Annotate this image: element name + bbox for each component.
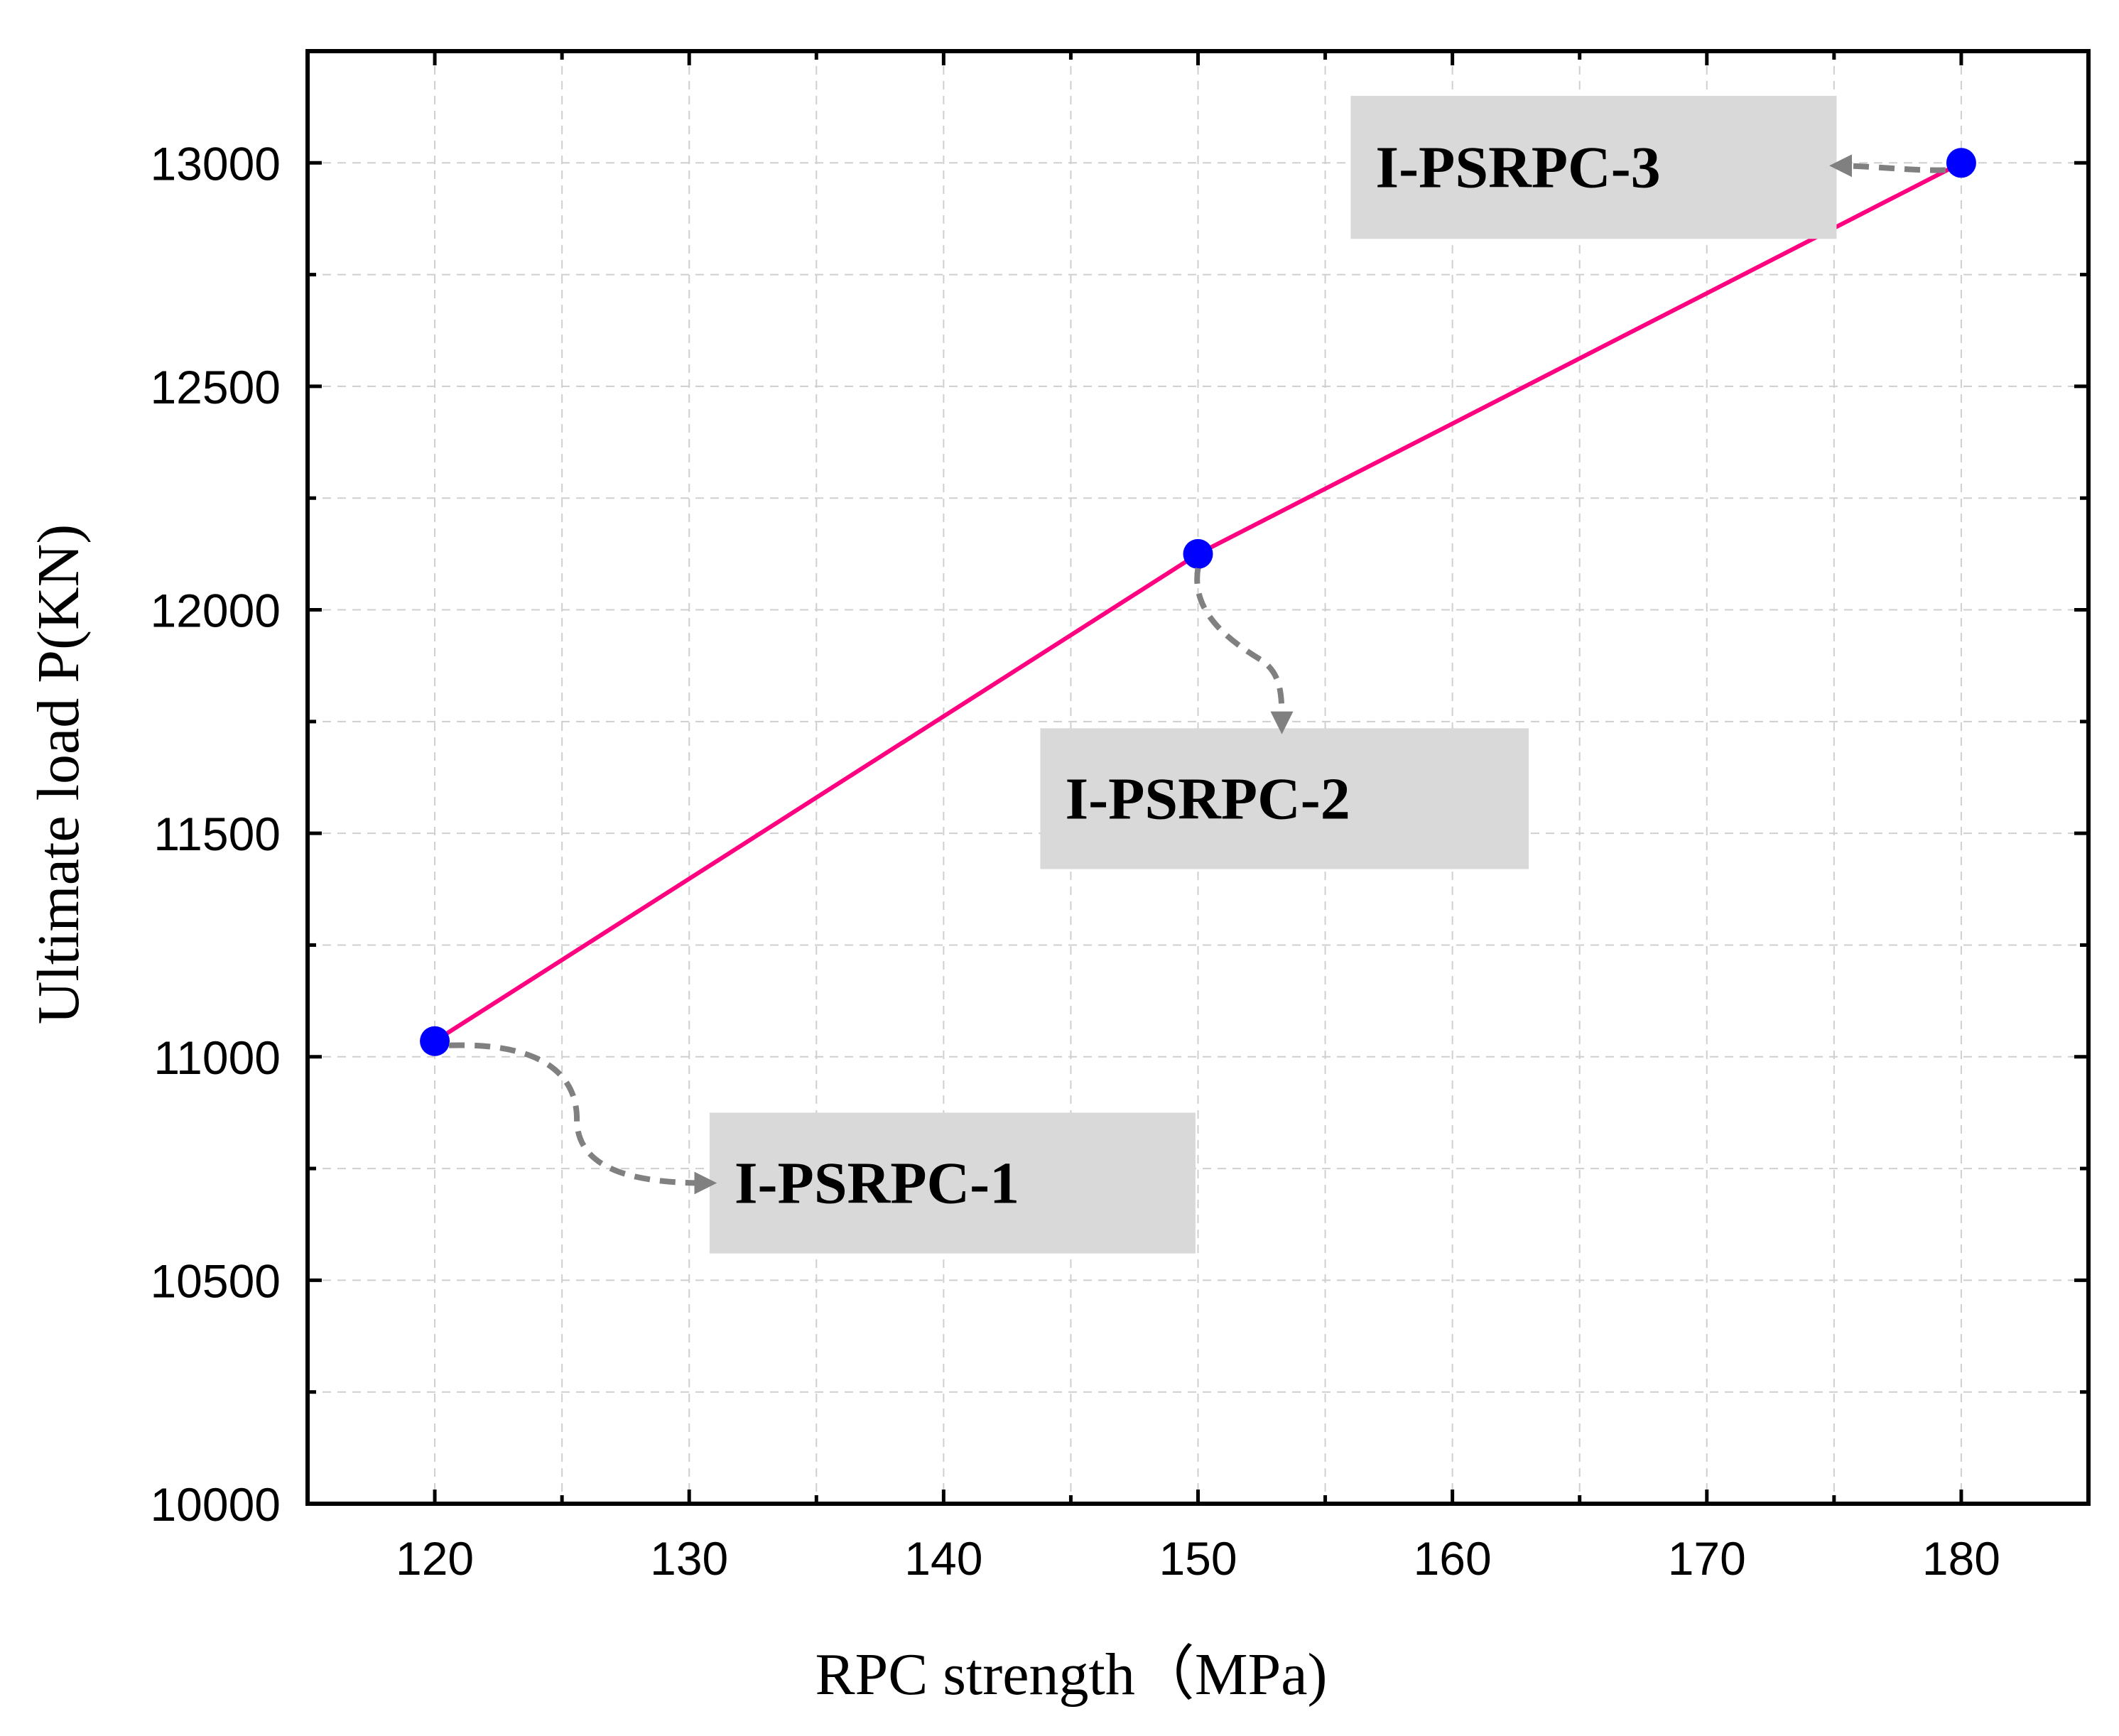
annotation-box (1350, 95, 1837, 239)
y-axis-title: Ultimate load P(KN) (26, 524, 92, 1025)
data-point (420, 1026, 450, 1056)
x-axis-title: RPC strength（MPa) (815, 1642, 1327, 1708)
x-tick-label: 120 (396, 1532, 474, 1585)
annotation-box (709, 1112, 1196, 1254)
plot-frame (305, 49, 2091, 1506)
y-tick-label: 13000 (150, 137, 281, 190)
y-tick-label: 10500 (150, 1254, 281, 1307)
annotation-box (1040, 728, 1529, 869)
annotation-arrow (1829, 154, 1946, 178)
annotation-label: I-PSRPC-1 (735, 1151, 1019, 1217)
annotation-arrow (448, 1042, 717, 1195)
annotation-arrow (1194, 568, 1294, 734)
y-tick-label: 12000 (150, 585, 281, 637)
x-tick-label: 180 (1922, 1532, 2000, 1585)
tick-labels: 120 130 140 150 160 170 180 10000 10500 11000 1150… (150, 137, 2000, 1585)
annotation-label: I-PSRPC-2 (1065, 766, 1350, 832)
x-tick-label: 140 (904, 1532, 982, 1585)
x-tick-label: 170 (1668, 1532, 1746, 1585)
x-tick-label: 130 (650, 1532, 728, 1585)
data-point (1183, 538, 1213, 569)
data-point (1946, 148, 1976, 178)
series (420, 148, 1976, 1056)
y-tick-label: 12500 (150, 361, 281, 413)
annotation-label: I-PSRPC-3 (1375, 135, 1660, 201)
y-tick-label: 10000 (150, 1478, 281, 1531)
x-tick-label: 160 (1414, 1532, 1492, 1585)
y-tick-label: 11000 (153, 1031, 281, 1084)
annotations: I-PSRPC-1 I-PSRPC-2 I-PSRPC-3 (448, 95, 1946, 1254)
x-tick-label: 150 (1159, 1532, 1237, 1585)
y-tick-label: 11500 (153, 808, 281, 860)
